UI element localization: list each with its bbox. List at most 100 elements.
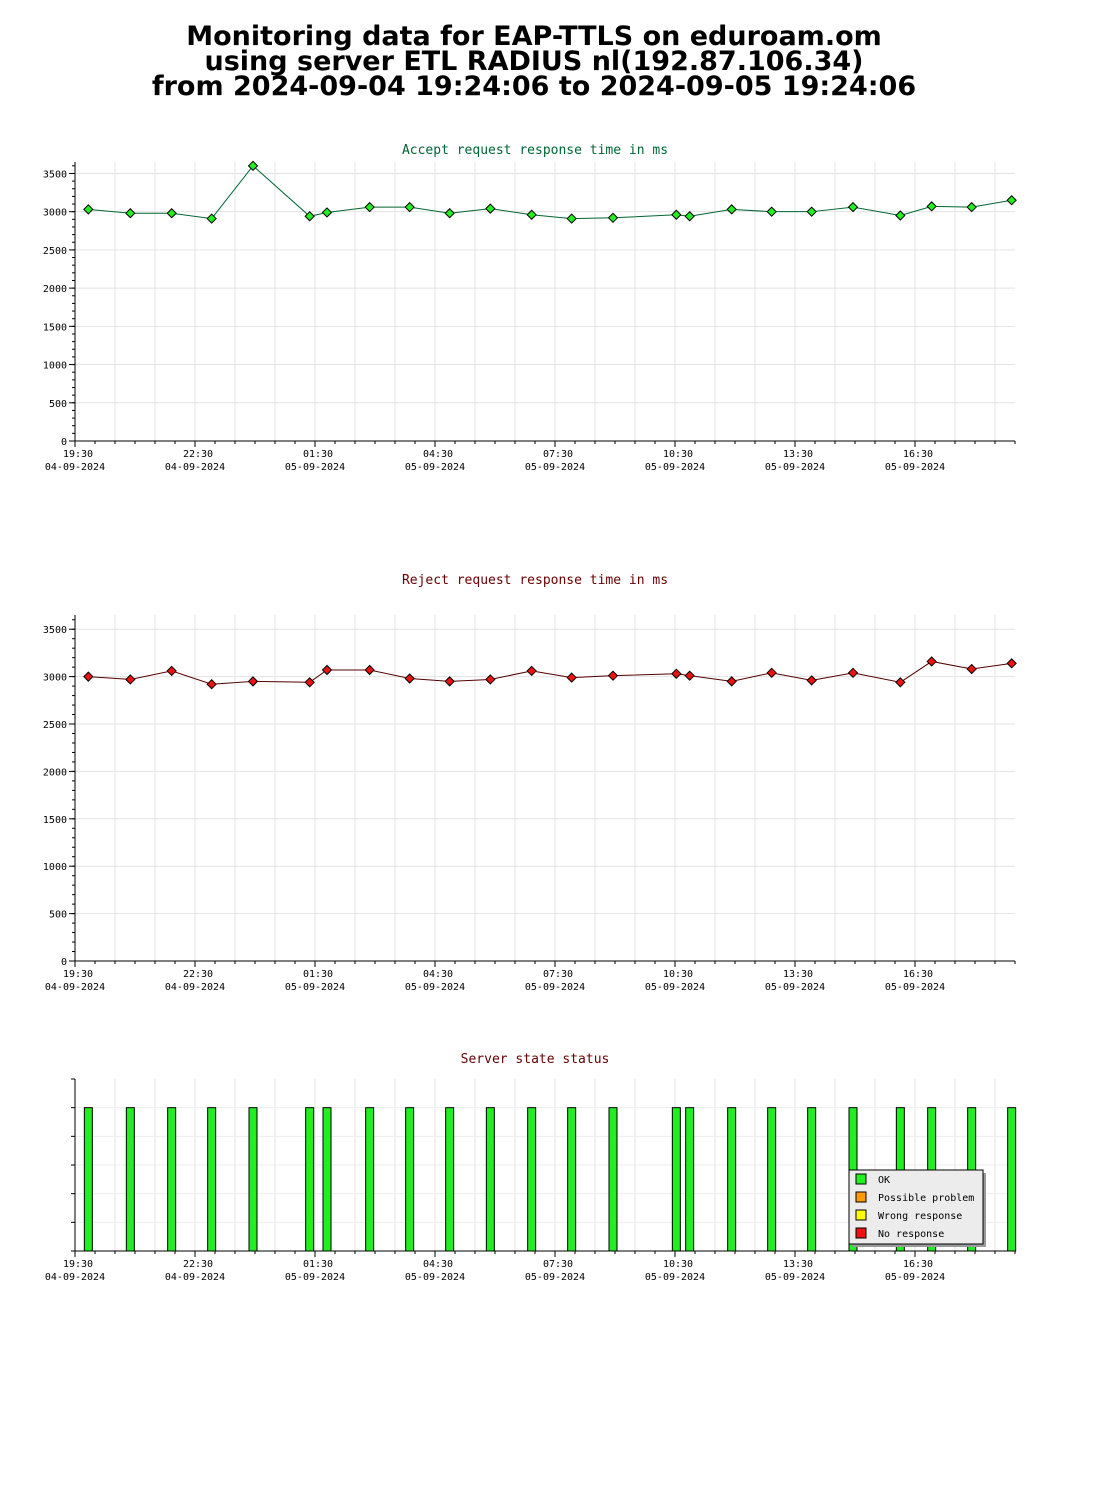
x-tick-date-label: 05-09-2024 xyxy=(765,982,825,993)
status-bar xyxy=(767,1107,777,1252)
y-tick-label: 0 xyxy=(61,957,67,968)
x-tick-date-label: 04-09-2024 xyxy=(45,982,105,993)
x-tick-date-label: 05-09-2024 xyxy=(405,1272,465,1283)
x-tick-time-label: 22:30 xyxy=(183,1259,213,1270)
status-bar xyxy=(207,1107,217,1252)
y-tick-label: 2000 xyxy=(43,767,67,778)
x-tick-time-label: 01:30 xyxy=(303,969,333,980)
x-tick-date-label: 04-09-2024 xyxy=(165,982,225,993)
data-point xyxy=(247,676,259,687)
status-bar xyxy=(167,1107,177,1252)
data-point xyxy=(206,213,217,224)
legend-box xyxy=(848,1169,984,1245)
data-point xyxy=(566,672,577,683)
x-tick-date-label: 05-09-2024 xyxy=(765,462,825,473)
x-tick-time-label: 07:30 xyxy=(543,1259,573,1270)
x-tick-date-label: 05-09-2024 xyxy=(885,462,945,473)
legend-label: OK xyxy=(878,1175,890,1186)
legend-swatch xyxy=(855,1209,867,1221)
x-tick-time-label: 16:30 xyxy=(903,1259,933,1270)
x-tick-date-label: 05-09-2024 xyxy=(885,1272,945,1283)
x-tick-date-label: 05-09-2024 xyxy=(645,982,705,993)
data-point xyxy=(166,665,177,677)
chart-title: Server state status xyxy=(461,1052,610,1067)
status-bar xyxy=(685,1107,695,1252)
data-point xyxy=(926,656,937,667)
x-tick-date-label: 05-09-2024 xyxy=(525,462,585,473)
data-point xyxy=(966,663,977,675)
x-tick-date-label: 05-09-2024 xyxy=(525,982,585,993)
y-tick-label: 500 xyxy=(49,910,67,921)
x-tick-time-label: 19:30 xyxy=(63,449,93,460)
data-point xyxy=(1006,658,1017,669)
legend-swatch xyxy=(855,1191,867,1203)
legend-label: No response xyxy=(878,1229,944,1240)
status-bar xyxy=(671,1107,681,1252)
y-tick-label: 500 xyxy=(49,399,67,410)
data-point xyxy=(806,206,817,217)
y-tick-label: 1000 xyxy=(43,862,67,873)
status-bar xyxy=(567,1107,577,1252)
title-line-3: from 2024-09-04 19:24:06 to 2024-09-05 1… xyxy=(151,71,917,102)
data-point xyxy=(321,664,333,676)
data-point xyxy=(485,203,496,214)
data-point xyxy=(83,671,94,682)
x-tick-time-label: 19:30 xyxy=(63,969,93,980)
status-bar xyxy=(485,1107,495,1252)
series-line xyxy=(88,165,1012,220)
x-tick-date-label: 04-09-2024 xyxy=(45,462,105,473)
x-tick-time-label: 04:30 xyxy=(423,449,453,460)
x-tick-date-label: 05-09-2024 xyxy=(645,1272,705,1283)
x-tick-date-label: 04-09-2024 xyxy=(165,1272,225,1283)
x-tick-date-label: 05-09-2024 xyxy=(405,462,465,473)
data-point xyxy=(166,208,177,219)
x-tick-time-label: 10:30 xyxy=(663,449,693,460)
x-tick-time-label: 13:30 xyxy=(783,969,813,980)
page-title: Monitoring data for EAP-TTLS on eduroam.… xyxy=(0,21,1068,102)
data-point xyxy=(726,204,737,215)
x-tick-time-label: 01:30 xyxy=(303,449,333,460)
data-point xyxy=(364,201,375,213)
y-tick-label: 2500 xyxy=(43,720,67,731)
x-tick-time-label: 04:30 xyxy=(423,969,453,980)
y-tick-label: 1000 xyxy=(43,361,67,372)
x-tick-time-label: 10:30 xyxy=(663,969,693,980)
x-tick-date-label: 05-09-2024 xyxy=(285,982,345,993)
y-tick-label: 3500 xyxy=(43,625,67,636)
status-bar xyxy=(727,1107,737,1252)
data-point xyxy=(321,207,333,218)
x-tick-time-label: 01:30 xyxy=(303,1259,333,1270)
data-point xyxy=(684,211,695,222)
data-point xyxy=(304,677,315,688)
data-point xyxy=(607,670,619,681)
status-bar xyxy=(322,1107,332,1252)
x-tick-date-label: 04-09-2024 xyxy=(165,462,225,473)
data-point xyxy=(404,201,415,213)
title-line-2: using server ETL RADIUS nl(192.87.106.34… xyxy=(204,46,864,77)
y-tick-label: 2000 xyxy=(43,284,67,295)
data-point xyxy=(847,667,859,679)
status-bar xyxy=(608,1107,618,1252)
x-tick-date-label: 04-09-2024 xyxy=(45,1272,105,1283)
data-point xyxy=(895,210,906,221)
x-tick-time-label: 07:30 xyxy=(543,969,573,980)
data-point xyxy=(125,674,136,685)
y-tick-label: 1500 xyxy=(43,815,67,826)
x-tick-time-label: 04:30 xyxy=(423,1259,453,1270)
status-bar xyxy=(305,1107,315,1252)
status-bar xyxy=(125,1107,135,1252)
data-point xyxy=(404,673,415,684)
data-point xyxy=(966,201,977,213)
x-tick-date-label: 05-09-2024 xyxy=(285,462,345,473)
legend-swatch xyxy=(855,1227,867,1239)
data-point xyxy=(847,201,859,213)
chart-title: Reject request response time in ms xyxy=(402,573,668,588)
status-bar xyxy=(1007,1107,1017,1252)
data-point xyxy=(766,667,777,679)
data-point xyxy=(526,209,537,220)
y-tick-label: 0 xyxy=(61,437,67,448)
x-tick-date-label: 05-09-2024 xyxy=(285,1272,345,1283)
title-line-1: Monitoring data for EAP-TTLS on eduroam.… xyxy=(186,21,882,52)
y-tick-label: 1500 xyxy=(43,322,67,333)
